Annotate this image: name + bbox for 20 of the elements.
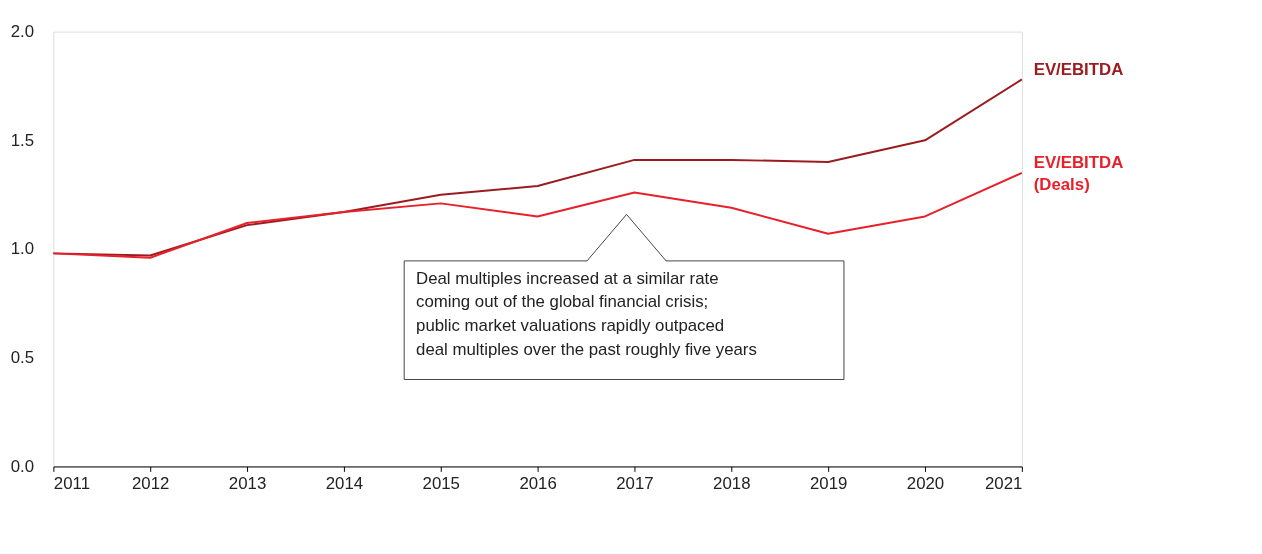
- x-tick-label: 2019: [809, 473, 848, 493]
- y-tick-label: 2.0: [10, 22, 35, 42]
- x-tick-label: 2011: [53, 473, 90, 493]
- x-tick-label: 2012: [132, 473, 170, 493]
- x-tick-label: 2013: [228, 473, 267, 493]
- x-tick-label: 2017: [616, 473, 654, 493]
- x-tick-label: 2021: [984, 473, 1023, 493]
- y-tick-label: 1.5: [10, 130, 35, 150]
- x-tick-label: 2014: [325, 473, 364, 493]
- line-series: [52, 171, 1023, 259]
- series-label: EV/EBITDA (Deals): [1033, 153, 1124, 194]
- x-tick-label: 2018: [713, 473, 751, 493]
- x-tick-label: 2015: [422, 473, 460, 493]
- series-label: EV/EBITDA: [1033, 59, 1124, 79]
- x-tick-label: 2020: [906, 473, 945, 493]
- y-tick-label: 0.5: [10, 348, 35, 368]
- annotation: Deal multiples increased at a similar rate coming out of the global financial crisis; public market valuations rapidly outpaced deal multiples over the past roughly five years: [416, 268, 757, 359]
- x-tick-label: 2016: [519, 473, 557, 493]
- y-tick-label: 0.0: [10, 456, 35, 476]
- y-tick-label: 1.0: [10, 239, 35, 259]
